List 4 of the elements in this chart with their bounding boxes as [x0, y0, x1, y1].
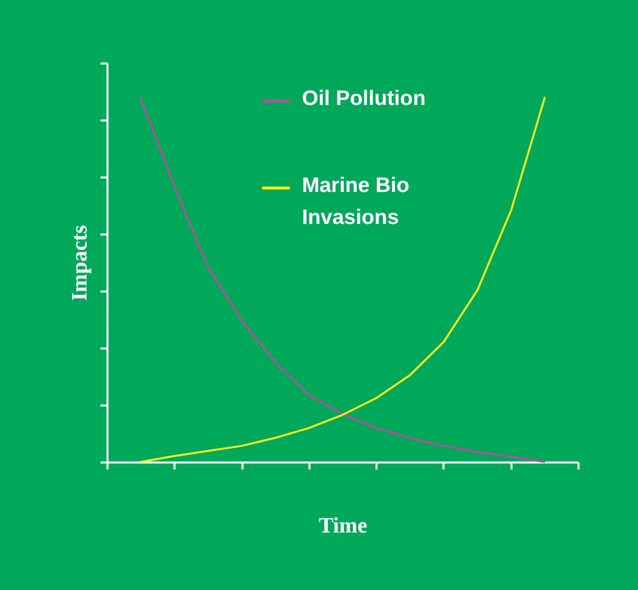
x-axis-title: Time [318, 512, 368, 538]
y-axis-title: Impacts [66, 224, 92, 301]
legend-label: Oil Pollution [302, 87, 426, 110]
legend-label: Marine Bio Invasions [302, 174, 410, 229]
